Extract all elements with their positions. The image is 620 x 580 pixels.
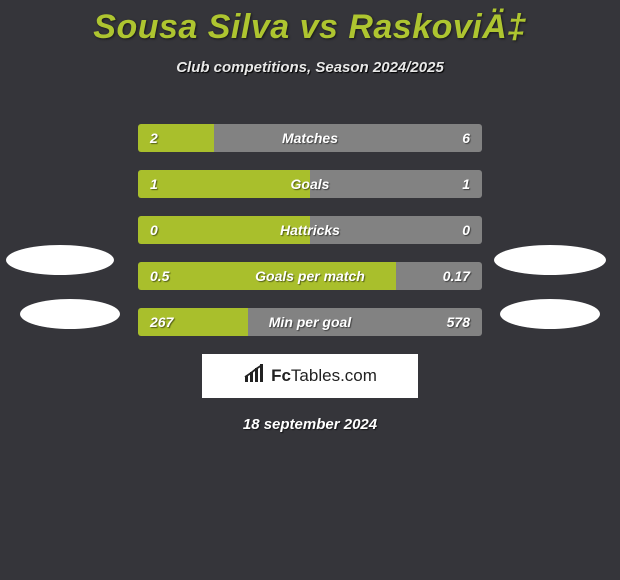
snapshot-date: 18 september 2024 [0,416,620,433]
stat-label: Min per goal [138,308,482,336]
comparison-subtitle: Club competitions, Season 2024/2025 [0,59,620,76]
bar-chart-icon [243,364,267,389]
player-card-placeholder [494,245,606,275]
stat-row: 00Hattricks [138,216,482,244]
stat-row: 267578Min per goal [138,308,482,336]
fctables-logo[interactable]: FcTables.com [202,354,418,398]
stat-row: 11Goals [138,170,482,198]
content-area: 26Matches 11Goals 00Hattricks 0.50.17Goals … [0,124,620,433]
stat-label: Goals [138,170,482,198]
stat-rows: 26Matches 11Goals 00Hattricks 0.50.17Goals … [138,124,482,336]
stat-row: 0.50.17Goals per match [138,262,482,290]
player-card-placeholder [500,299,600,329]
comparison-title: Sousa Silva vs RaskoviÄ‡ [0,0,620,47]
player-card-placeholder [20,299,120,329]
stat-label: Goals per match [138,262,482,290]
stat-row: 26Matches [138,124,482,152]
stat-label: Hattricks [138,216,482,244]
logo-text: FcTables.com [271,366,377,386]
player-card-placeholder [6,245,114,275]
stat-label: Matches [138,124,482,152]
